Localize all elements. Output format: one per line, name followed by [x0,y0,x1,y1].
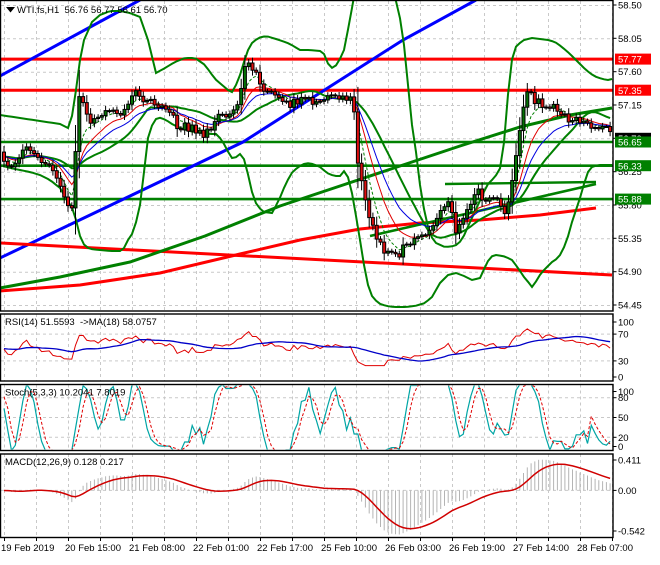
svg-text:80: 80 [618,393,629,404]
svg-text:27 Feb 14:00: 27 Feb 14:00 [513,543,569,554]
svg-text:22 Feb 17:00: 22 Feb 17:00 [257,543,313,554]
svg-text:19 Feb 2019: 19 Feb 2019 [1,543,54,554]
svg-text:25 Feb 10:00: 25 Feb 10:00 [321,543,377,554]
svg-text:57.15: 57.15 [618,101,642,112]
svg-text:30: 30 [618,356,629,367]
svg-text:26 Feb 19:00: 26 Feb 19:00 [449,543,505,554]
svg-text:50: 50 [618,413,629,424]
svg-text:-0.542: -0.542 [618,527,645,538]
svg-text:56.65: 56.65 [618,138,642,149]
svg-text:20 Feb 15:00: 20 Feb 15:00 [65,543,121,554]
svg-text:55.88: 55.88 [618,195,642,206]
svg-text:58.05: 58.05 [618,34,642,45]
svg-text:70: 70 [618,330,629,341]
svg-text:0.411: 0.411 [618,456,641,467]
svg-text:56.33: 56.33 [618,161,642,172]
svg-text:20: 20 [618,433,629,444]
svg-text:57.60: 57.60 [618,67,642,78]
svg-text:22 Feb 01:00: 22 Feb 01:00 [193,543,249,554]
svg-text:100: 100 [618,387,634,398]
svg-text:56.25: 56.25 [618,167,642,178]
svg-text:54.45: 54.45 [618,301,642,312]
svg-text:21 Feb 08:00: 21 Feb 08:00 [129,543,185,554]
svg-text:57.77: 57.77 [618,55,642,66]
svg-text:26 Feb 03:00: 26 Feb 03:00 [385,543,441,554]
svg-text:MACD(12,26,9) 0.128 0.217: MACD(12,26,9) 0.128 0.217 [5,457,124,468]
svg-text:100: 100 [618,318,634,329]
svg-text:57.35: 57.35 [618,86,642,97]
svg-text:WTI.fs,H1 56.76 56.77 56.61 5: WTI.fs,H1 56.76 56.77 56.61 56.70 [17,5,168,16]
svg-text:Stoch(5,3,3) 10.2041 7.8019: Stoch(5,3,3) 10.2041 7.8019 [5,388,125,399]
svg-text:55.35: 55.35 [618,234,642,245]
svg-text:55.80: 55.80 [618,201,642,212]
svg-text:54.90: 54.90 [618,267,642,278]
svg-text:0: 0 [618,442,623,453]
svg-text:0: 0 [618,373,623,384]
svg-text:RSI(14) 51.5593 ->MA(18) 58.0: RSI(14) 51.5593 ->MA(18) 58.0757 [5,317,157,328]
svg-text:0.00: 0.00 [618,486,637,497]
svg-text:58.50: 58.50 [618,1,642,12]
svg-text:28 Feb 07:00: 28 Feb 07:00 [577,543,633,554]
